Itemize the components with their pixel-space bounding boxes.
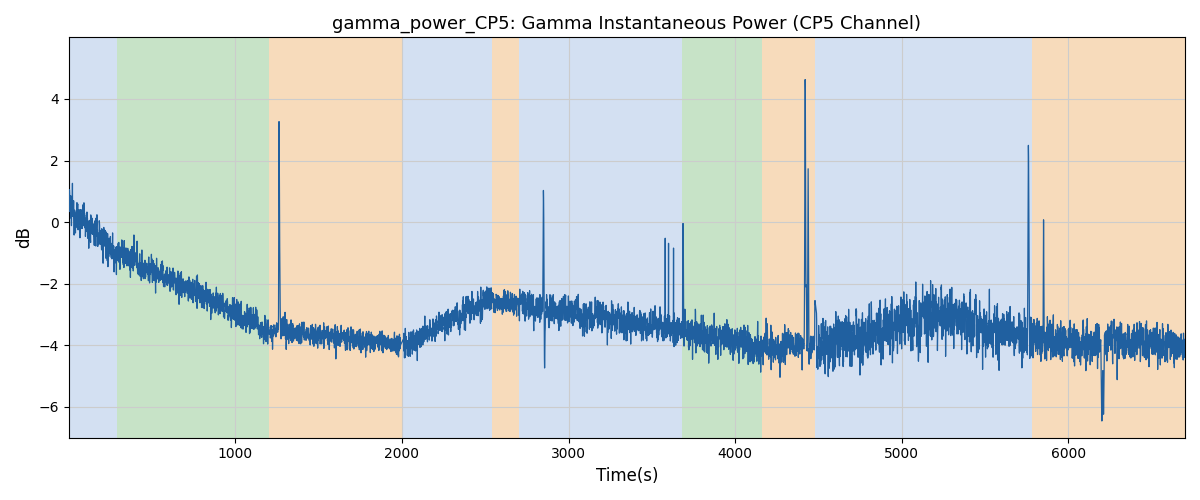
Bar	[815, 38, 1032, 438]
Title: gamma_power_CP5: Gamma Instantaneous Power (CP5 Channel): gamma_power_CP5: Gamma Instantaneous Pow…	[332, 15, 922, 34]
Bar	[762, 38, 815, 438]
Y-axis label: dB: dB	[16, 226, 34, 248]
Bar	[269, 38, 402, 438]
Bar	[492, 38, 518, 438]
Bar	[68, 38, 118, 438]
X-axis label: Time(s): Time(s)	[595, 467, 658, 485]
Bar	[1032, 38, 1186, 438]
Bar	[682, 38, 762, 438]
Bar	[518, 38, 682, 438]
Bar	[402, 38, 492, 438]
Bar	[118, 38, 269, 438]
